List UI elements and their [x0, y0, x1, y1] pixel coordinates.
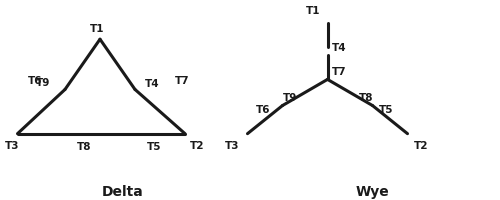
Text: T8: T8	[77, 141, 91, 151]
Text: T1: T1	[90, 24, 105, 34]
Text: T3: T3	[5, 140, 20, 150]
Text: T5: T5	[379, 104, 394, 114]
Text: Delta: Delta	[102, 184, 143, 198]
Text: T1: T1	[306, 6, 320, 16]
Text: Wye: Wye	[356, 184, 390, 198]
Text: T2: T2	[414, 140, 428, 150]
Text: T9: T9	[36, 78, 50, 88]
Text: T4: T4	[332, 43, 346, 53]
Text: T4: T4	[145, 79, 160, 89]
Text: T2: T2	[190, 140, 204, 150]
Text: T8: T8	[359, 93, 374, 103]
Text: T7: T7	[332, 67, 346, 77]
Text: T6: T6	[256, 104, 270, 114]
Text: T5: T5	[147, 141, 161, 151]
Text: T7: T7	[175, 76, 190, 86]
Text: T3: T3	[224, 140, 239, 150]
Text: T6: T6	[28, 76, 42, 86]
Text: T9: T9	[283, 93, 298, 103]
